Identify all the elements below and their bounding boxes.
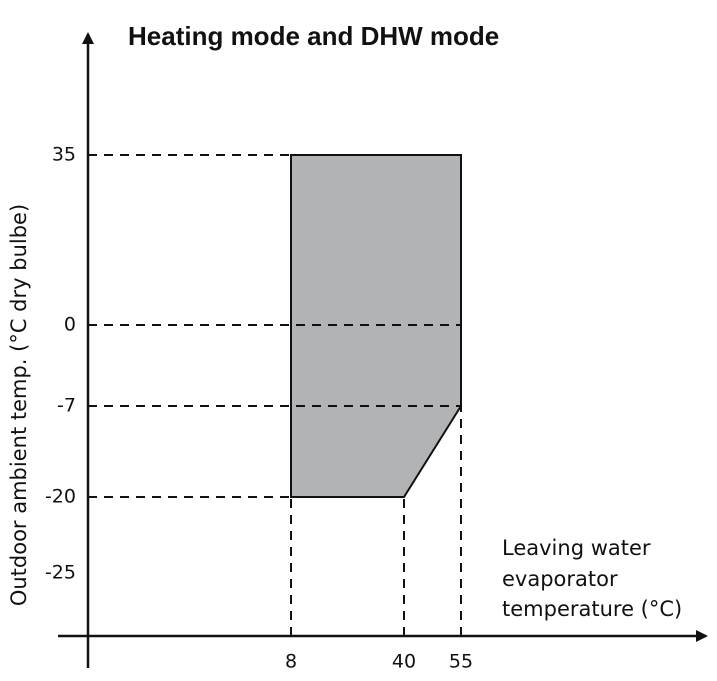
x-axis-label: Leaving water (502, 536, 651, 560)
x-tick-label: 55 (449, 651, 473, 673)
x-tick-label: 40 (392, 651, 416, 673)
y-tick-label: 35 (52, 144, 76, 166)
y-tick-label: 0 (64, 314, 76, 336)
y-axis-label: Outdoor ambient temp. (°C dry bulbe) (7, 204, 31, 606)
x-axis-label: temperature (°C) (502, 597, 682, 621)
y-tick-label: -7 (57, 395, 76, 417)
x-axis-label: evaporator (502, 567, 618, 591)
x-tick-label: 8 (285, 651, 297, 673)
chart-title: Heating mode and DHW mode (128, 21, 499, 51)
y-tick-label: -25 (45, 562, 76, 584)
y-tick-label: -20 (45, 486, 76, 508)
